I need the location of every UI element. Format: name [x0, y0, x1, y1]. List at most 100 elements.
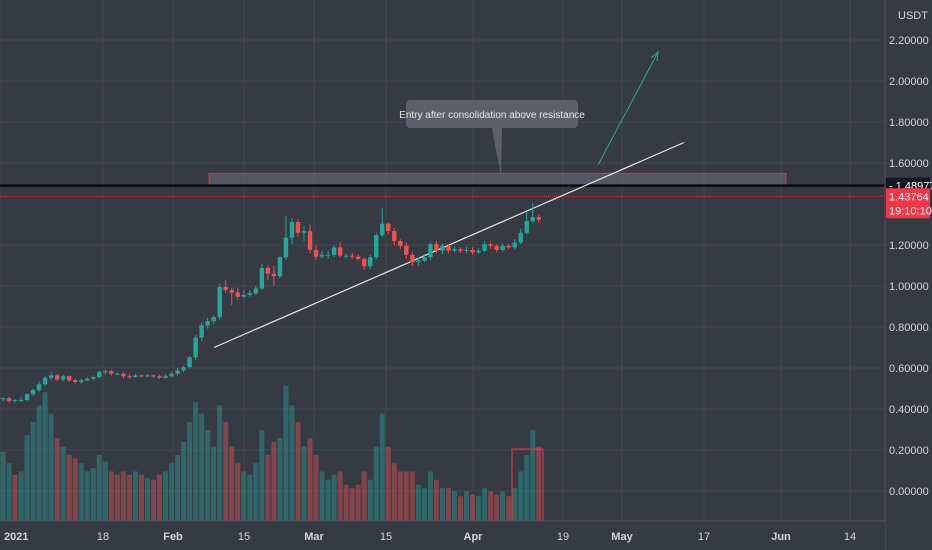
- volume-bar: [361, 471, 367, 521]
- price-axis[interactable]: 2.20000 2.00000 1.80000 1.60000 1.20000 1.000…: [884, 0, 932, 550]
- volume-bar: [96, 455, 102, 521]
- current-price-tag: [886, 188, 930, 219]
- candle-body: [36, 384, 42, 391]
- time-tick-label: 2021: [4, 531, 28, 543]
- volume-bar: [72, 458, 78, 521]
- candle-body: [48, 375, 54, 378]
- volume-bar: [433, 479, 439, 521]
- volume-bar: [36, 405, 42, 521]
- candle-body: [229, 290, 234, 293]
- candle-body: [518, 232, 523, 243]
- volume-bar: [355, 484, 361, 521]
- volume-bar: [229, 446, 235, 521]
- candle-body: [85, 378, 90, 381]
- candle-body: [434, 244, 439, 251]
- candle-body: [18, 399, 24, 401]
- volume-bar: [494, 494, 500, 521]
- candle-body: [139, 375, 144, 377]
- candle-body: [470, 249, 475, 253]
- volume-bar: [367, 479, 373, 521]
- candle-body: [343, 255, 349, 257]
- volume-bar: [271, 441, 277, 521]
- price-tick-label: 0.40000: [889, 404, 929, 416]
- candle-body: [446, 245, 451, 251]
- candle-body: [428, 244, 433, 258]
- candle-body: [524, 221, 529, 233]
- volume-bar: [343, 484, 349, 521]
- volume-bar: [132, 471, 138, 521]
- candle-body: [488, 244, 493, 246]
- volume-bar: [205, 430, 211, 521]
- volume-bar: [319, 471, 325, 521]
- candle-body: [452, 249, 457, 251]
- volume-bar: [30, 422, 36, 521]
- time-tick-label: Mar: [304, 531, 324, 543]
- time-tick-label: Feb: [163, 531, 183, 543]
- candle-body: [458, 249, 463, 251]
- candle-body: [283, 237, 289, 258]
- volume-bar: [211, 446, 217, 521]
- volume-bar: [512, 488, 518, 521]
- time-tick-label: 18: [97, 531, 109, 543]
- volume-bar: [427, 471, 433, 521]
- time-axis-bg: [0, 521, 885, 550]
- candle-body: [355, 256, 361, 259]
- volume-bar: [307, 438, 313, 521]
- chart-annotations: Entry after consolidation above resistan…: [0, 50, 885, 522]
- time-tick-label: 15: [380, 531, 392, 543]
- candle-body: [67, 376, 72, 381]
- volume-bar: [138, 474, 144, 521]
- candle-body: [404, 245, 409, 255]
- volume-bar: [391, 463, 397, 521]
- candle-body: [271, 273, 277, 277]
- candle-body: [536, 217, 541, 220]
- volume-bar: [66, 455, 72, 521]
- time-axis[interactable]: 2021 18 Feb 15 Mar 15 Apr 19 May 17 Jun 14: [0, 520, 885, 550]
- volume-bar: [403, 471, 409, 521]
- volume-bar: [114, 474, 120, 521]
- candle-body: [464, 249, 469, 251]
- volume-bar: [0, 451, 6, 521]
- candle-body: [325, 254, 331, 256]
- price-tick-label: 0.60000: [889, 363, 929, 375]
- volume-bar: [144, 478, 150, 521]
- volume-bar: [241, 471, 247, 521]
- candle-body: [30, 390, 36, 395]
- candle-body: [349, 255, 355, 257]
- volume-bar: [488, 491, 494, 521]
- candle-body: [12, 399, 18, 401]
- candle-body: [151, 375, 156, 377]
- price-tick-label: 1.20000: [889, 240, 929, 252]
- volume-bar: [181, 441, 187, 521]
- candle-body: [211, 317, 216, 322]
- currency-label: USDT: [898, 10, 928, 22]
- volume-bar: [253, 463, 259, 521]
- volume-bar: [482, 488, 488, 521]
- candle-body: [103, 371, 108, 373]
- candle-body: [0, 398, 6, 400]
- volume-bar: [415, 484, 421, 521]
- candle-body: [440, 245, 445, 251]
- candle-body: [79, 380, 84, 382]
- volume-bar: [518, 471, 524, 521]
- volume-bar: [235, 463, 241, 521]
- candle-body: [235, 292, 240, 297]
- candle-body: [506, 245, 511, 248]
- candle-body: [368, 257, 373, 267]
- candle-body: [337, 247, 343, 256]
- candle-body: [115, 373, 120, 375]
- resistance-zone: [208, 172, 787, 186]
- volume-bar: [373, 446, 379, 521]
- candle-body: [500, 245, 505, 250]
- volume-bar: [506, 496, 512, 521]
- candle-body: [109, 371, 114, 374]
- candle-body: [97, 372, 102, 378]
- volume-bar: [265, 455, 271, 521]
- candle-body: [169, 373, 174, 377]
- volume-bar: [530, 430, 536, 521]
- time-tick-label: 15: [238, 531, 250, 543]
- candle-body: [223, 286, 228, 291]
- candle-body: [175, 370, 180, 374]
